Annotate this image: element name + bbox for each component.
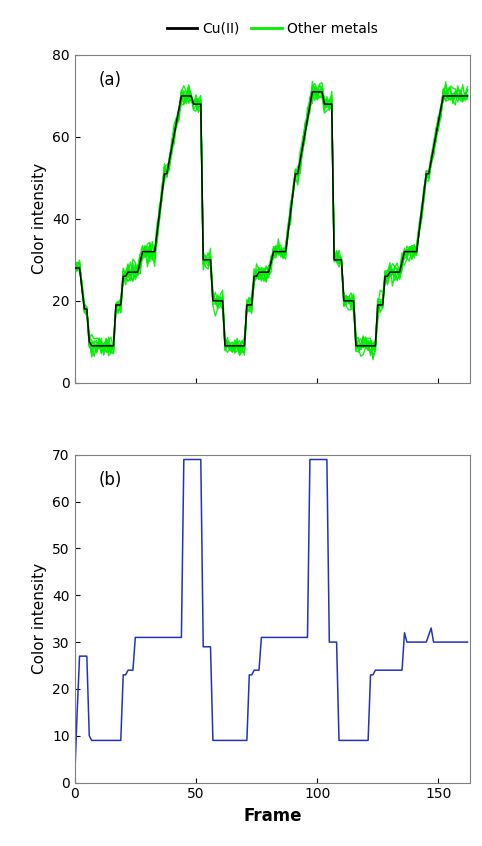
Text: (b): (b) bbox=[98, 471, 122, 489]
X-axis label: Frame: Frame bbox=[243, 807, 302, 825]
Legend: Cu(II), Other metals: Cu(II), Other metals bbox=[161, 16, 384, 41]
Text: (a): (a) bbox=[98, 71, 121, 90]
Y-axis label: Color intensity: Color intensity bbox=[32, 563, 47, 674]
Y-axis label: Color intensity: Color intensity bbox=[32, 163, 47, 274]
